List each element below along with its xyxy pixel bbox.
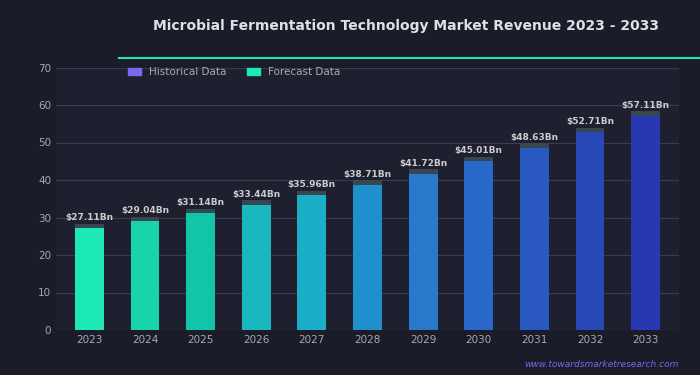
- Text: $29.04Bn: $29.04Bn: [121, 206, 169, 215]
- Text: $52.71Bn: $52.71Bn: [566, 117, 614, 126]
- Bar: [353, 180, 382, 185]
- Text: Microbial Fermentation Technology Market Revenue 2023 - 2033: Microbial Fermentation Technology Market…: [153, 19, 659, 33]
- Text: $33.44Bn: $33.44Bn: [232, 190, 281, 199]
- Bar: [409, 169, 438, 174]
- Bar: [130, 217, 160, 221]
- Bar: [186, 213, 215, 330]
- Bar: [353, 185, 382, 330]
- Bar: [75, 224, 104, 228]
- Bar: [520, 143, 549, 148]
- Bar: [409, 174, 438, 330]
- Bar: [241, 200, 271, 205]
- Text: $45.01Bn: $45.01Bn: [455, 146, 503, 155]
- Bar: [186, 209, 215, 213]
- Legend: Historical Data, Forecast Data: Historical Data, Forecast Data: [124, 63, 344, 82]
- Bar: [241, 205, 271, 330]
- Text: $57.11Bn: $57.11Bn: [622, 101, 670, 110]
- Bar: [130, 221, 160, 330]
- Text: $31.14Bn: $31.14Bn: [176, 198, 225, 207]
- Bar: [75, 228, 104, 330]
- Bar: [298, 190, 326, 195]
- Text: $38.71Bn: $38.71Bn: [344, 170, 391, 179]
- Bar: [464, 161, 494, 330]
- Text: $41.72Bn: $41.72Bn: [399, 159, 447, 168]
- Text: www.towardsmarketresearch.com: www.towardsmarketresearch.com: [524, 360, 679, 369]
- Bar: [520, 148, 549, 330]
- Bar: [464, 157, 494, 161]
- Text: $48.63Bn: $48.63Bn: [510, 133, 559, 142]
- Bar: [575, 132, 605, 330]
- Bar: [631, 116, 660, 330]
- Bar: [575, 128, 605, 132]
- Text: $27.11Bn: $27.11Bn: [65, 213, 113, 222]
- Bar: [631, 111, 660, 116]
- Bar: [298, 195, 326, 330]
- Text: $35.96Bn: $35.96Bn: [288, 180, 336, 189]
